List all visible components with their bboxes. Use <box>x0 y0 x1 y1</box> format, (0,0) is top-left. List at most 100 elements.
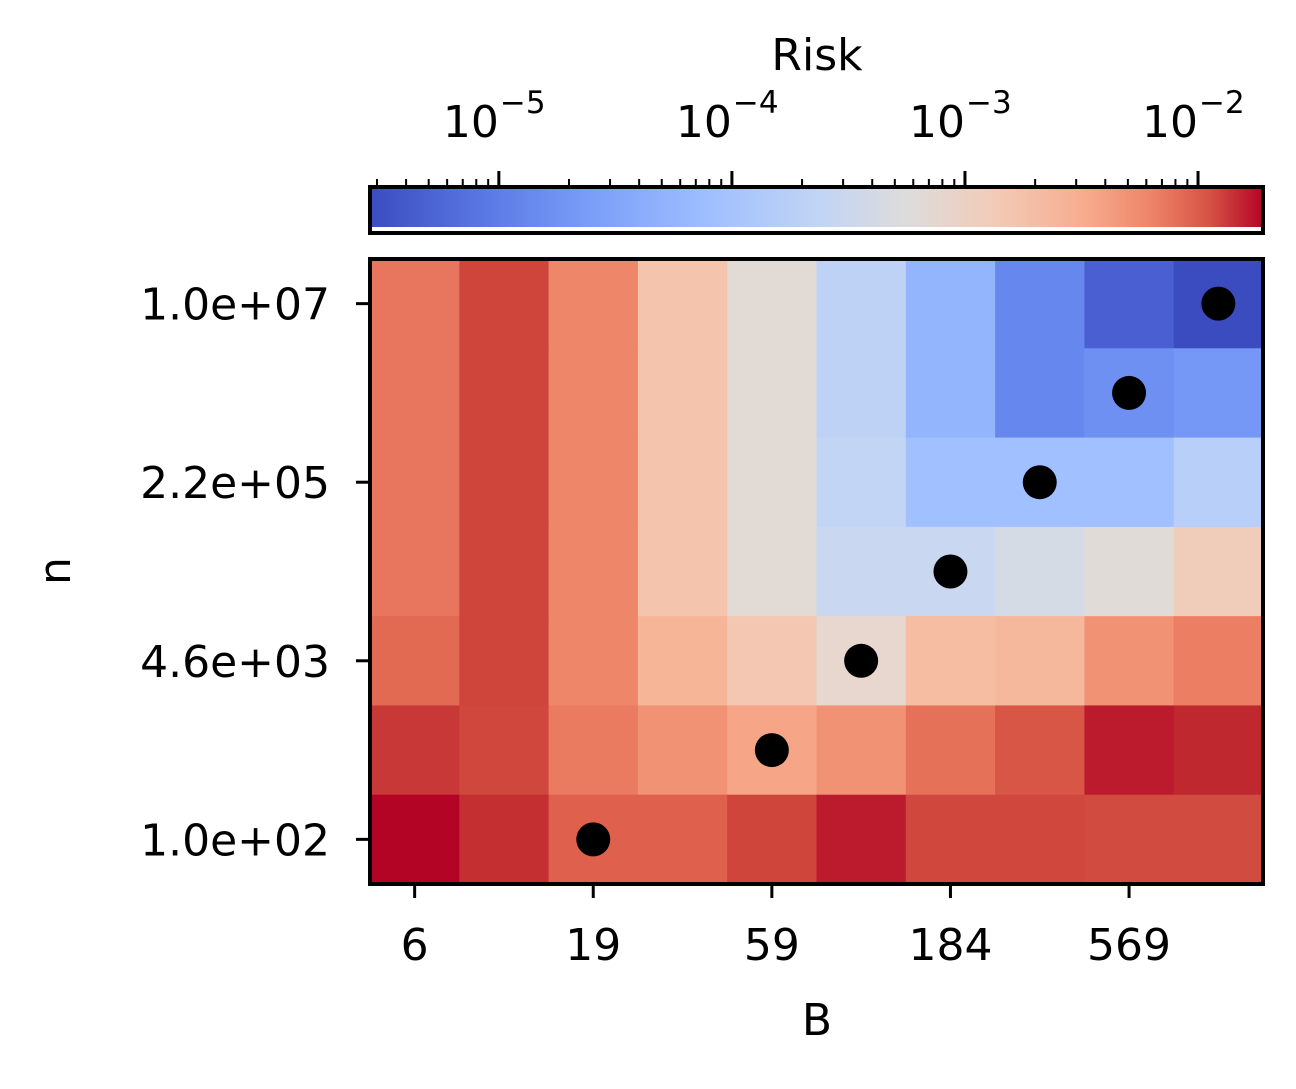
heatmap-cell <box>995 348 1085 439</box>
heatmap-cell <box>905 794 996 885</box>
heatmap-cell <box>1084 705 1175 796</box>
heatmap-cell <box>995 526 1085 617</box>
heatmap-cell <box>1084 526 1175 617</box>
heatmap-cell <box>816 794 907 885</box>
colorbar-tick-label: 10 <box>1142 97 1198 148</box>
heatmap-cell <box>816 348 907 439</box>
heatmap-cell <box>1173 437 1264 528</box>
heatmap-cell <box>459 259 550 349</box>
optimum-point <box>754 733 789 768</box>
heatmap-cell <box>727 526 818 617</box>
heatmap-cell <box>1173 616 1264 707</box>
heatmap-cell <box>905 705 996 796</box>
heatmap-cell <box>370 794 460 885</box>
heatmap-cell <box>548 526 639 617</box>
heatmap-cell <box>370 526 460 617</box>
heatmap-cell <box>548 348 639 439</box>
colorbar-frame <box>368 185 1265 235</box>
colorbar-tick-exponent: −4 <box>733 85 779 121</box>
optimum-markers <box>576 286 1236 857</box>
heatmap-cell <box>637 705 728 796</box>
heatmap-cell <box>637 259 728 349</box>
heatmap-cell <box>905 348 996 439</box>
y-axis-ticks: 1.0e+07 2.2e+05 4.6e+03 1.0e+02 <box>140 280 370 866</box>
heatmap-cell <box>1173 348 1264 439</box>
heatmap-cell <box>548 437 639 528</box>
heatmap-cell <box>1173 794 1264 885</box>
x-tick-label: 569 <box>1087 920 1171 971</box>
heatmap-cell <box>548 259 639 349</box>
y-tick-label: 1.0e+02 <box>140 815 330 866</box>
heatmap-cell <box>637 616 728 707</box>
colorbar-tick-exponent: −5 <box>500 85 546 121</box>
heatmap-cell <box>905 437 996 528</box>
optimum-point <box>1112 375 1147 410</box>
optimum-point <box>933 554 968 589</box>
heatmap-cell <box>816 705 907 796</box>
heatmap-cell <box>370 616 460 707</box>
colorbar-tick-exponent: −3 <box>966 85 1012 121</box>
optimum-point <box>844 643 879 678</box>
colorbar <box>370 187 1263 227</box>
y-tick-label: 1.0e+07 <box>140 280 330 331</box>
x-tick-label: 19 <box>565 920 621 971</box>
heatmap-cell <box>995 259 1085 349</box>
x-tick-label: 184 <box>908 920 992 971</box>
x-tick-label: 59 <box>744 920 800 971</box>
heatmap-cell <box>1084 437 1175 528</box>
heatmap-cell <box>1084 259 1175 349</box>
x-tick-label: 6 <box>401 920 429 971</box>
colorbar-tick-exponent: −2 <box>1199 85 1245 121</box>
heatmap-cell <box>637 794 728 885</box>
heatmap-cell <box>637 526 728 617</box>
y-axis-label: n <box>30 557 81 585</box>
heatmap-cell <box>727 259 818 349</box>
heatmap-cell <box>995 794 1085 885</box>
colorbar-tick-label: 10 <box>676 97 732 148</box>
y-tick-label: 2.2e+05 <box>140 458 330 509</box>
heatmap-cell <box>459 616 550 707</box>
heatmap-cell <box>727 437 818 528</box>
heatmap-cell <box>816 526 907 617</box>
y-tick-label: 4.6e+03 <box>140 637 330 688</box>
heatmap-cell <box>995 705 1085 796</box>
heatmap-cell <box>1173 526 1264 617</box>
optimum-point <box>576 822 611 857</box>
x-axis-label: B <box>802 995 832 1046</box>
heatmap-cell <box>459 705 550 796</box>
colorbar-tick-labels: 10 −5 10 −4 10 −3 10 −2 <box>443 85 1245 148</box>
heatmap-cell <box>370 437 460 528</box>
optimum-point <box>1201 286 1236 321</box>
heatmap-cell <box>905 259 996 349</box>
heatmap-cell <box>370 705 460 796</box>
heatmap-cell <box>995 616 1085 707</box>
heatmap-cell <box>637 348 728 439</box>
heatmap-cell <box>459 794 550 885</box>
heatmap-cell <box>727 616 818 707</box>
heatmap-cell <box>1084 794 1175 885</box>
colorbar-ticks <box>375 171 1200 187</box>
heatmap-cell <box>1173 705 1264 796</box>
heatmap-cell <box>548 705 639 796</box>
x-axis-ticks: 6 19 59 184 569 <box>401 884 1171 971</box>
heatmap-cell <box>1084 616 1175 707</box>
heatmap-cell <box>459 437 550 528</box>
colorbar-tick-label: 10 <box>909 97 965 148</box>
heatmap-cell <box>905 616 996 707</box>
heatmap-cell <box>727 348 818 439</box>
optimum-point <box>1022 465 1057 500</box>
heatmap-cell <box>727 794 818 885</box>
colorbar-label: Risk <box>771 30 863 81</box>
heatmap-cell <box>816 259 907 349</box>
heatmap-cell <box>459 526 550 617</box>
heatmap-cell <box>816 437 907 528</box>
heatmap-cell <box>459 348 550 439</box>
heatmap-cell <box>637 437 728 528</box>
heatmap-cell <box>370 259 460 349</box>
heatmap-cell <box>548 616 639 707</box>
colorbar-tick-label: 10 <box>443 97 499 148</box>
plot-frame <box>368 257 1265 886</box>
heatmap-cell <box>370 348 460 439</box>
